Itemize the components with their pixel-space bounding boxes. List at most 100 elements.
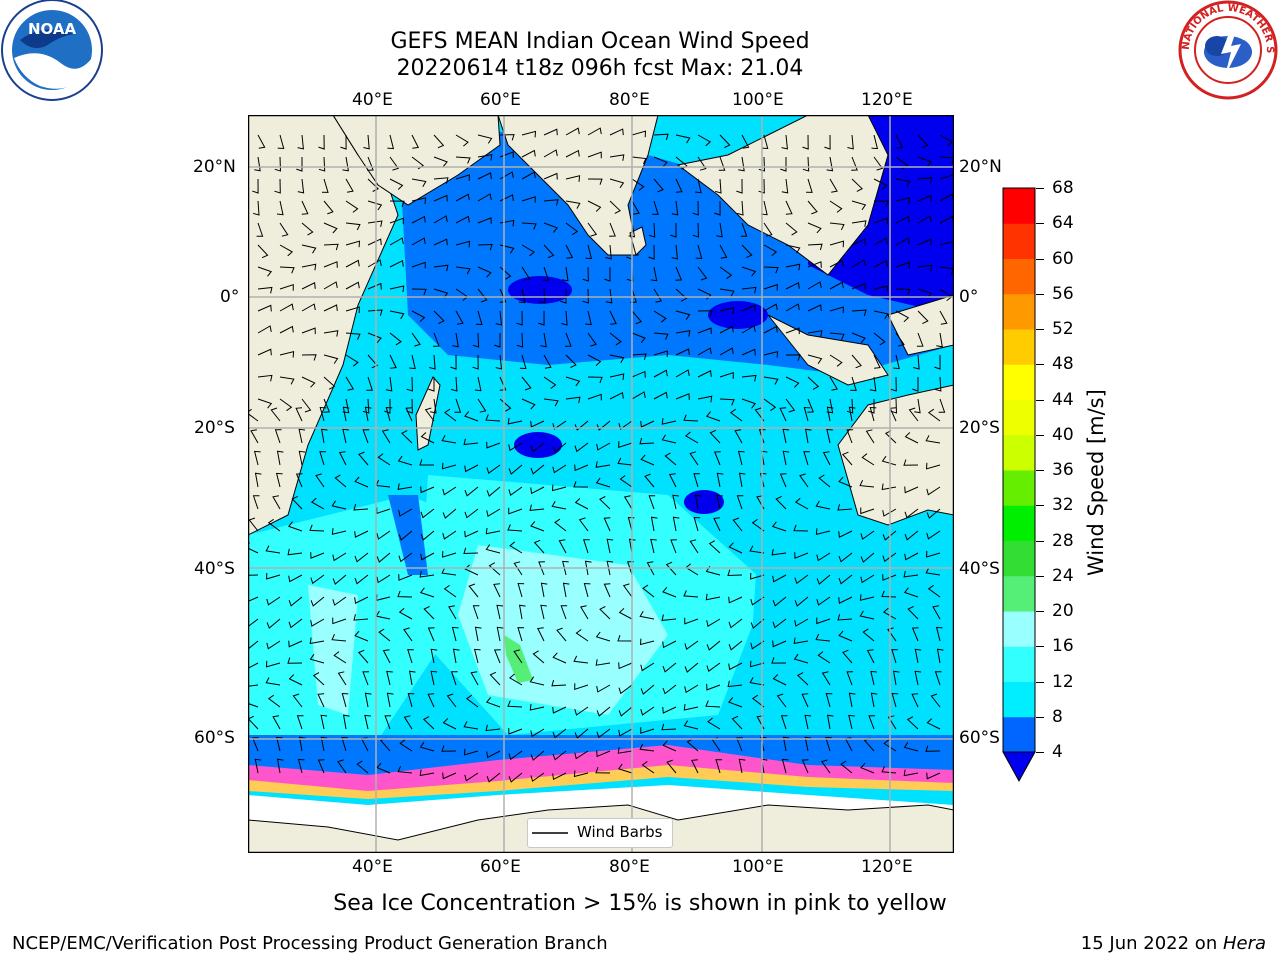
wind-barb — [895, 261, 910, 269]
wind-barb — [609, 154, 625, 161]
wind-barb — [265, 545, 281, 554]
wind-barb — [763, 398, 777, 412]
wind-barb — [873, 259, 888, 268]
wind-barb — [930, 693, 941, 708]
wind-barb — [542, 266, 550, 281]
wind-barb — [309, 637, 325, 645]
wind-barb — [829, 306, 844, 314]
wind-barb — [248, 618, 259, 628]
wind-barb — [772, 674, 787, 686]
wind-barb — [442, 486, 457, 496]
wind-barb — [761, 200, 768, 216]
colorbar-tick-label: 52 — [1052, 319, 1074, 339]
wind-barb — [587, 127, 602, 136]
map-panel[interactable] — [247, 114, 955, 854]
wind-barb — [279, 303, 294, 312]
wind-barb — [648, 222, 656, 238]
wind-barb — [376, 574, 391, 584]
wind-barb — [455, 134, 469, 147]
national-weather-service-logo: NATIONAL WEATHER SERVICE — [1173, 0, 1280, 103]
wind-barb — [530, 464, 545, 475]
wind-barb — [332, 552, 347, 562]
wind-barb — [442, 718, 457, 730]
colorbar-tick-label: 68 — [1052, 178, 1074, 198]
wind-barb — [279, 284, 294, 291]
wind-barb — [653, 133, 669, 141]
wind-barb — [552, 728, 567, 739]
wind-barb — [727, 569, 743, 577]
wind-barb — [574, 442, 589, 453]
wind-barb — [301, 244, 317, 254]
wind-barb — [493, 583, 501, 598]
wind-barb — [279, 376, 295, 385]
wind-barb — [433, 194, 448, 202]
wind-barb — [851, 156, 858, 171]
wind-barb — [543, 244, 555, 259]
wind-barb — [468, 583, 479, 598]
wind-barb — [323, 330, 339, 337]
wind-barb — [309, 524, 325, 532]
wind-barb — [411, 178, 427, 187]
wind-barb — [763, 325, 778, 334]
wind-barb — [574, 706, 589, 716]
wind-barb — [860, 762, 875, 774]
wind-barb — [873, 237, 888, 246]
wind-barb — [707, 717, 721, 730]
wind-barb — [276, 450, 284, 466]
wind-barb — [552, 706, 567, 714]
wind-barb — [868, 399, 875, 414]
wind-barb — [728, 542, 743, 554]
wind-barb — [519, 354, 527, 370]
colorbar — [1000, 186, 1040, 786]
wind-barb — [763, 244, 778, 257]
wind-barb — [430, 398, 437, 414]
wind-barb — [705, 593, 721, 601]
wind-barb — [403, 715, 413, 730]
wind-barb — [596, 442, 611, 451]
wind-barb — [443, 584, 457, 598]
wind-barb — [587, 332, 597, 347]
wind-barb — [248, 517, 259, 532]
wind-barb — [859, 594, 875, 601]
wind-barb — [741, 244, 753, 259]
wind-barb — [332, 617, 347, 625]
wind-barb — [465, 694, 479, 708]
wind-barb — [661, 418, 677, 425]
wind-barb — [562, 582, 570, 598]
sea-ice-note: Sea Ice Concentration > 15% is shown in … — [333, 891, 947, 916]
wind-barb — [838, 630, 853, 642]
wind-barb — [860, 530, 875, 540]
wind-barb — [332, 574, 347, 585]
wind-barb — [529, 504, 545, 511]
wind-barb — [631, 310, 643, 325]
wind-barb — [662, 740, 677, 752]
wind-barb — [521, 222, 537, 230]
wind-barb — [578, 517, 589, 532]
wind-barb — [533, 539, 545, 554]
wind-barb — [650, 516, 658, 532]
wind-barb — [829, 376, 838, 391]
wind-barbs — [248, 127, 954, 783]
wind-barb — [881, 455, 897, 466]
wind-barb — [560, 289, 567, 304]
wind-barb — [904, 508, 919, 519]
wind-barb — [274, 429, 282, 444]
wind-barb — [893, 354, 900, 370]
wind-barb — [367, 354, 379, 369]
wind-barb — [684, 640, 699, 651]
wind-barb — [684, 662, 699, 673]
wind-barb — [873, 178, 888, 190]
wind-barb — [279, 222, 289, 237]
wind-barb — [623, 495, 633, 510]
wind-barb — [315, 473, 325, 488]
wind-barb — [640, 454, 655, 466]
wind-barb — [342, 406, 350, 422]
colorbar-tick-mark — [1036, 364, 1044, 366]
wind-barb — [441, 745, 457, 752]
wind-barb — [331, 500, 347, 510]
wind-barb — [516, 332, 524, 348]
wind-barb — [477, 243, 493, 251]
y-tick-left-1: 20°N — [193, 157, 236, 177]
wind-barb — [895, 197, 911, 204]
x-tick-top-1: 40°E — [352, 90, 393, 110]
